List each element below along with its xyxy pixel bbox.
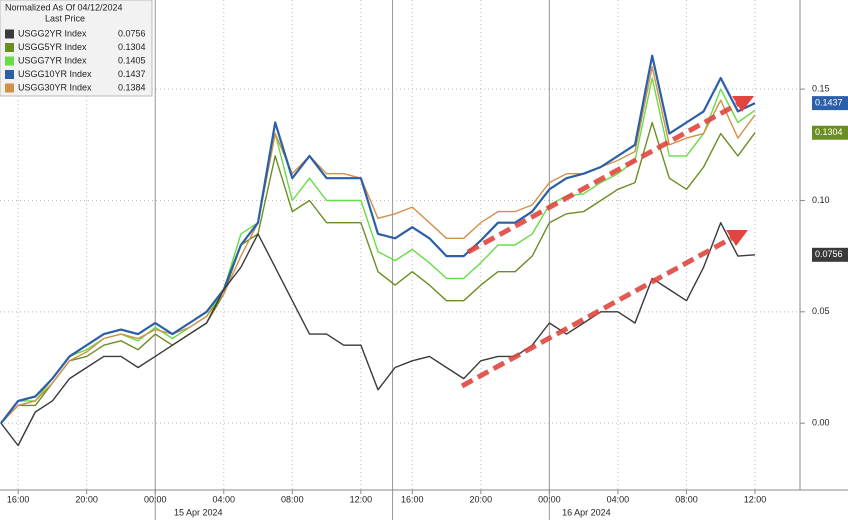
x-tick-label: 12:00 — [744, 494, 767, 504]
legend-label: USGG5YR Index — [18, 42, 87, 52]
series-line — [0, 54, 756, 424]
x-tick-label: 00:00 — [144, 494, 167, 504]
legend-label: USGG30YR Index — [18, 82, 92, 92]
legend-value: 0.1405 — [118, 55, 146, 65]
series-line — [0, 222, 756, 447]
date-label: 15 Apr 2024 — [174, 507, 223, 517]
legend-swatch — [5, 43, 14, 52]
price-tag-label: 0.1304 — [815, 127, 843, 137]
legend-value: 0.1384 — [118, 82, 146, 92]
trend-arrows — [460, 101, 740, 389]
arrow — [460, 235, 734, 389]
x-tick-label: 08:00 — [675, 494, 698, 504]
x-tick-label: 08:00 — [281, 494, 304, 504]
legend-swatch — [5, 70, 14, 79]
legend-value: 0.1304 — [118, 42, 146, 52]
x-tick-label: 04:00 — [607, 494, 630, 504]
price-tag — [812, 96, 848, 111]
date-label: 16 Apr 2024 — [562, 507, 611, 517]
price-tag-label: 0.0756 — [815, 249, 843, 259]
legend-subtitle: Last Price — [45, 13, 85, 23]
legend-label: USGG7YR Index — [18, 55, 87, 65]
legend-value: 0.1437 — [118, 69, 146, 79]
series-line — [0, 66, 756, 424]
legend-swatch — [5, 56, 14, 66]
x-tick-label: 16:00 — [7, 494, 30, 504]
legend-label: USGG10YR Index — [18, 69, 92, 79]
series-line — [0, 121, 756, 424]
y-tick-label: 0.00 — [812, 418, 830, 428]
price-tag — [812, 125, 848, 140]
price-tag-label: 0.1437 — [815, 97, 843, 107]
legend-swatch — [5, 29, 14, 39]
x-tick-label: 16:00 — [401, 494, 424, 504]
legend-swatch — [5, 83, 14, 93]
y-tick-label: 0.10 — [812, 195, 830, 205]
arrow — [466, 101, 740, 255]
x-tick-label: 12:00 — [350, 494, 373, 504]
legend: Normalized As Of 04/12/2024 Last Price U… — [0, 0, 153, 97]
legend-label: USGG2YR Index — [18, 28, 87, 38]
x-tick-label: 04:00 — [213, 494, 236, 504]
arrow-head — [732, 96, 754, 112]
x-tick-label: 20:00 — [75, 494, 98, 504]
arrow-head — [726, 230, 748, 246]
y-tick-label: 0.15 — [812, 83, 830, 93]
x-tick-label: 00:00 — [538, 494, 561, 504]
legend-box — [0, 0, 153, 97]
legend-value: 0.0756 — [118, 28, 146, 38]
legend-title: Normalized As Of 04/12/2024 — [5, 2, 123, 12]
grid — [0, 0, 800, 520]
y-tick-label: 0.05 — [812, 306, 830, 316]
x-tick-label: 20:00 — [470, 494, 493, 504]
price-tag — [812, 247, 848, 262]
